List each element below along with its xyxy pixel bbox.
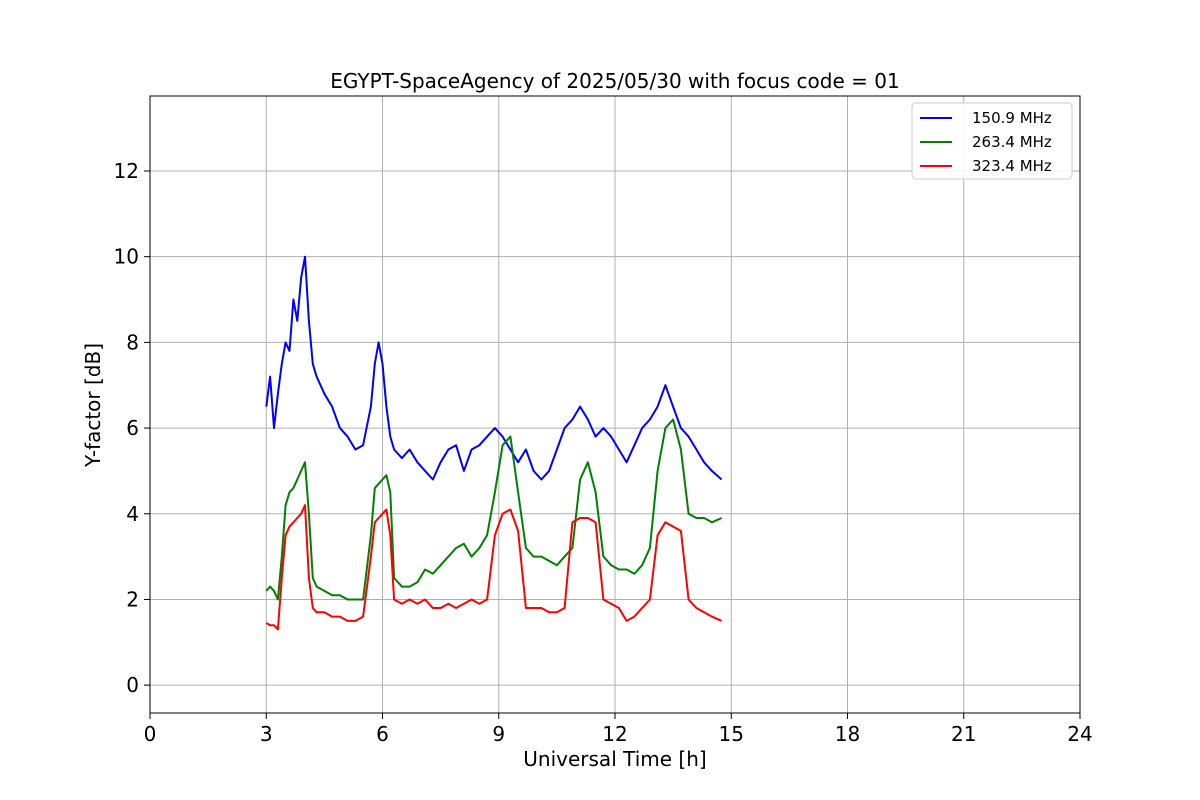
- series-line-1: [265, 255, 723, 481]
- y-tick-label: 8: [126, 330, 139, 354]
- x-tick-label: 9: [492, 722, 505, 746]
- y-tick-label: 12: [114, 159, 139, 183]
- x-tick-label: 12: [602, 722, 627, 746]
- x-tick-label: 15: [719, 722, 744, 746]
- legend-box: [911, 102, 1073, 180]
- series-line-2: [265, 418, 723, 601]
- y-tick-label: 4: [126, 502, 139, 526]
- y-tick-label: 10: [114, 245, 139, 269]
- x-tick-label: 3: [260, 722, 273, 746]
- x-tick-label: 18: [835, 722, 860, 746]
- legend-label-1: 150.9 MHz: [972, 109, 1052, 127]
- x-axis-label: Universal Time [h]: [523, 747, 706, 771]
- legend-label-3: 323.4 MHz: [972, 157, 1052, 175]
- y-tick-label: 0: [126, 673, 139, 697]
- x-tick-label: 21: [951, 722, 976, 746]
- legend-items: 150.9 MHz 263.4 MHz 323.4 MHz: [920, 109, 1052, 175]
- series-line-3: [265, 504, 723, 631]
- x-tick-label: 24: [1067, 722, 1092, 746]
- legend: 150.9 MHz 263.4 MHz 323.4 MHz: [911, 102, 1073, 180]
- y-tick-label: 2: [126, 587, 139, 611]
- y-tick-label: 6: [126, 416, 139, 440]
- y-axis-label: Y-factor [dB]: [81, 343, 105, 468]
- series-group: [265, 255, 723, 631]
- x-axis-ticks: 0 3 6 9 12 15 18 21 24: [144, 713, 1093, 746]
- y-axis-ticks: 0 2 4 6 8 10 12: [114, 159, 150, 697]
- plot-area: [149, 95, 1081, 714]
- x-tick-label: 6: [376, 722, 389, 746]
- x-tick-label: 0: [144, 722, 157, 746]
- chart-title: EGYPT-SpaceAgency of 2025/05/30 with foc…: [330, 69, 899, 93]
- legend-label-2: 263.4 MHz: [972, 133, 1052, 151]
